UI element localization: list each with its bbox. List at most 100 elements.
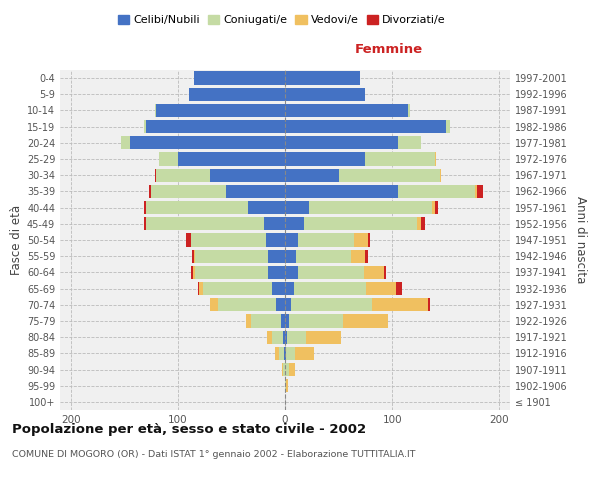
Bar — [157, 104, 285, 117]
Bar — [285, 282, 402, 295]
Bar — [285, 346, 314, 360]
Bar — [121, 136, 285, 149]
Bar — [247, 314, 285, 328]
Bar — [285, 330, 341, 344]
Text: Femmine: Femmine — [355, 44, 422, 57]
Bar — [188, 88, 285, 101]
Bar — [285, 152, 435, 166]
Bar — [285, 72, 360, 85]
Bar — [285, 282, 397, 295]
Bar — [285, 314, 289, 328]
Bar — [283, 330, 285, 344]
Bar — [283, 363, 285, 376]
Bar — [285, 88, 365, 101]
Bar — [268, 266, 285, 279]
Bar — [285, 314, 343, 328]
Bar — [198, 282, 285, 295]
Bar — [285, 298, 372, 312]
Bar — [285, 346, 286, 360]
Bar — [143, 120, 285, 134]
Bar — [195, 266, 285, 279]
Bar — [285, 72, 360, 85]
Bar — [121, 136, 285, 149]
Bar — [285, 282, 293, 295]
Bar — [285, 168, 442, 182]
Bar — [267, 330, 285, 344]
Bar — [192, 250, 285, 263]
Bar — [285, 363, 289, 376]
Bar — [195, 250, 285, 263]
Bar — [143, 201, 285, 214]
Bar — [285, 201, 432, 214]
Bar — [275, 346, 285, 360]
Text: Popolazione per età, sesso e stato civile - 2002: Popolazione per età, sesso e stato civil… — [12, 422, 366, 436]
Bar — [285, 234, 367, 246]
Bar — [285, 120, 446, 134]
Legend: Celibi/Nubili, Coniugati/e, Vedovi/e, Divorziati/e: Celibi/Nubili, Coniugati/e, Vedovi/e, Di… — [114, 10, 450, 30]
Bar — [285, 314, 388, 328]
Bar — [285, 104, 410, 117]
Bar — [158, 152, 285, 166]
Bar — [194, 72, 285, 85]
Bar — [191, 234, 285, 246]
Bar — [210, 298, 285, 312]
Bar — [272, 282, 285, 295]
Bar — [285, 72, 360, 85]
Bar — [285, 266, 298, 279]
Bar — [277, 298, 285, 312]
Bar — [285, 152, 436, 166]
Bar — [155, 104, 285, 117]
Bar — [143, 217, 285, 230]
Bar — [285, 234, 353, 246]
Bar — [285, 88, 365, 101]
Bar — [285, 136, 421, 149]
Bar — [285, 250, 296, 263]
Bar — [285, 266, 364, 279]
Bar — [151, 185, 285, 198]
Bar — [285, 217, 304, 230]
Bar — [285, 314, 388, 328]
Bar — [285, 266, 386, 279]
Bar — [285, 379, 288, 392]
Bar — [248, 201, 285, 214]
Bar — [191, 266, 285, 279]
Bar — [146, 217, 285, 230]
Bar — [285, 168, 442, 182]
Bar — [285, 298, 427, 312]
Bar — [285, 346, 314, 360]
Bar — [285, 152, 436, 166]
Bar — [285, 363, 295, 376]
Bar — [194, 72, 285, 85]
Bar — [194, 72, 285, 85]
Bar — [188, 88, 285, 101]
Bar — [194, 250, 285, 263]
Bar — [285, 120, 450, 134]
Bar — [155, 104, 285, 117]
Bar — [285, 136, 398, 149]
Bar — [146, 120, 285, 134]
Bar — [188, 88, 285, 101]
Bar — [191, 234, 285, 246]
Bar — [285, 88, 365, 101]
Bar — [285, 185, 475, 198]
Bar — [199, 282, 285, 295]
Bar — [226, 185, 285, 198]
Bar — [151, 185, 285, 198]
Bar — [157, 168, 285, 182]
Bar — [149, 185, 285, 198]
Bar — [143, 120, 285, 134]
Bar — [285, 217, 417, 230]
Bar — [285, 168, 440, 182]
Bar — [285, 298, 292, 312]
Bar — [203, 282, 285, 295]
Bar — [285, 88, 365, 101]
Bar — [285, 120, 450, 134]
Bar — [194, 72, 285, 85]
Bar — [285, 152, 365, 166]
Bar — [285, 346, 295, 360]
Bar — [263, 217, 285, 230]
Bar — [267, 330, 285, 344]
Bar — [157, 168, 285, 182]
Bar — [285, 104, 410, 117]
Bar — [285, 201, 438, 214]
